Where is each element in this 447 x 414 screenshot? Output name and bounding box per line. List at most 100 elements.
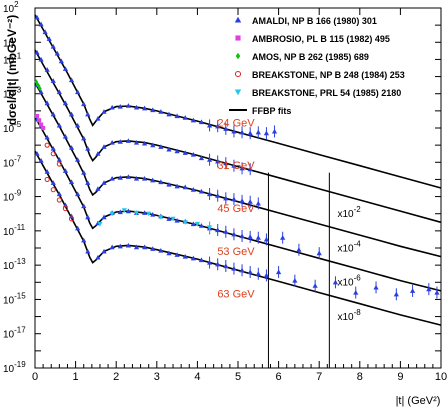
data-point: [206, 122, 213, 128]
data-point: [50, 145, 56, 151]
data-point: [239, 198, 245, 203]
data-point: [182, 220, 188, 225]
data-point: [239, 233, 245, 239]
data-point: [263, 236, 270, 242]
data-point: [142, 105, 148, 111]
data-point: [101, 214, 107, 220]
data-point: [109, 139, 115, 145]
data-point: [247, 166, 253, 172]
y-tick-label: 10-9: [3, 189, 22, 204]
data-point: [109, 104, 115, 110]
y-tick-label: 10-13: [3, 257, 26, 272]
data-point: [166, 181, 172, 187]
data-point: [150, 107, 156, 113]
y-tick-label: 102: [3, 0, 19, 15]
data-point: [166, 146, 172, 152]
data-point: [190, 187, 196, 192]
data-point: [292, 277, 298, 283]
data-point: [50, 111, 56, 117]
data-point: [121, 208, 127, 213]
data-point: [296, 247, 302, 252]
data-point: [182, 253, 188, 259]
x-tick-label: 7: [316, 371, 322, 383]
data-point: [38, 56, 44, 62]
y-tick-label: 10-3: [3, 86, 22, 101]
data-point: [62, 205, 69, 212]
data-point: [434, 289, 440, 295]
data-point: [50, 78, 56, 83]
data-point: [198, 223, 205, 228]
data-point: [231, 128, 237, 134]
x-axis: 0 1 2 3 4 5 6 7 8 9 10 |t| (GeV²): [32, 8, 447, 407]
data-point: [125, 242, 131, 248]
data-point: [166, 216, 172, 221]
data-point: [68, 111, 75, 117]
data-point: [223, 160, 229, 166]
data-point: [34, 113, 40, 119]
data-point: [158, 179, 164, 185]
data-point: [38, 85, 42, 92]
data-point: [158, 247, 164, 253]
data-point: [44, 67, 50, 72]
data-point: [44, 142, 50, 148]
data-point: [68, 145, 75, 150]
data-point: [101, 180, 107, 185]
data-point: [215, 227, 221, 233]
data-point: [206, 191, 213, 197]
y-tick-label: 10-15: [3, 291, 26, 306]
data-point: [190, 117, 196, 123]
data-point: [150, 142, 156, 148]
series-circle-open: [44, 142, 75, 222]
x-tick-label: 6: [276, 371, 282, 383]
data-point: [255, 235, 261, 240]
data-point: [81, 169, 87, 175]
data-point: [174, 183, 180, 189]
data-point: [198, 155, 205, 161]
data-point: [182, 184, 188, 190]
data-point: [81, 203, 87, 209]
data-point: [34, 151, 40, 156]
x-tick-label: 0: [32, 371, 38, 383]
data-point: [223, 229, 229, 234]
data-points: [34, 14, 440, 301]
data-point: [101, 248, 107, 254]
data-point: [56, 122, 62, 128]
data-point: [409, 288, 416, 293]
data-point: [50, 43, 56, 49]
data-point: [95, 151, 101, 156]
data-point: [198, 188, 205, 194]
data-point: [174, 252, 180, 257]
data-point: [150, 177, 156, 183]
data-point: [39, 122, 44, 127]
x-tick-label: 2: [113, 371, 119, 383]
data-point: [158, 109, 164, 114]
data-point: [353, 289, 359, 295]
data-point: [190, 151, 196, 157]
data-point: [117, 139, 123, 144]
data-point: [206, 259, 213, 265]
data-point: [316, 250, 322, 256]
energy-label: 24 GeV: [217, 117, 255, 129]
data-point: [166, 250, 172, 256]
data-point: [166, 111, 172, 117]
data-point: [101, 144, 107, 149]
data-point: [133, 175, 140, 181]
data-point: [150, 246, 156, 251]
data-point: [62, 168, 69, 173]
data-point: [247, 269, 253, 275]
data-point: [231, 265, 237, 271]
data-point: [44, 176, 50, 183]
data-point: [426, 286, 432, 292]
data-point: [215, 123, 221, 129]
data-point: [125, 138, 131, 143]
data-point: [198, 119, 205, 125]
data-point: [142, 244, 148, 250]
energy-label: 31 GeV: [217, 160, 255, 172]
y-tick-label: 10: [3, 38, 15, 49]
data-point: [34, 49, 40, 55]
y-tick-label: 10-7: [3, 154, 22, 169]
x-tick-label: 10: [435, 371, 447, 383]
legend-entry: AMOS, NP B 262 (1985) 689: [252, 52, 369, 62]
x-axis-label: |t| (GeV²): [396, 395, 441, 407]
